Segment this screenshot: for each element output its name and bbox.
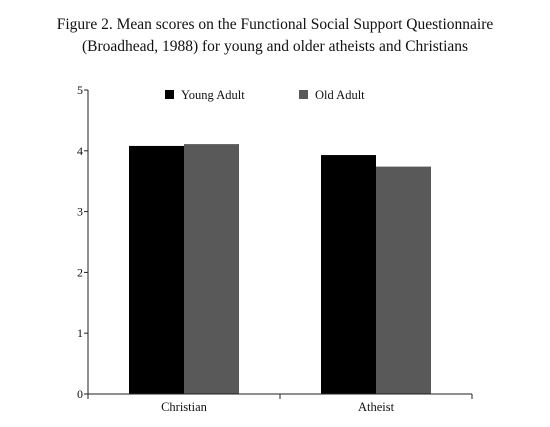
chart-title-line-1: Figure 2. Mean scores on the Functional … bbox=[56, 16, 494, 33]
chart-title-line-2: (Broadhead, 1988) for young and older at… bbox=[81, 38, 469, 55]
y-tick-label: 3 bbox=[77, 205, 83, 219]
y-tick-label: 2 bbox=[77, 265, 83, 279]
y-tick-label: 4 bbox=[77, 144, 83, 158]
y-tick-label: 1 bbox=[77, 326, 83, 340]
bar-christian-old-adult bbox=[184, 144, 239, 394]
chart-title: Figure 2. Mean scores on the Functional … bbox=[0, 14, 550, 58]
x-tick-label: Atheist bbox=[358, 400, 395, 414]
legend-swatch-young-adult bbox=[165, 90, 174, 99]
legend-swatch-old-adult bbox=[299, 90, 308, 99]
y-tick-label: 5 bbox=[77, 83, 83, 97]
bar-christian-young-adult bbox=[129, 145, 184, 394]
legend-label-old-adult: Old Adult bbox=[315, 88, 365, 102]
bar-atheist-young-adult bbox=[321, 155, 376, 394]
bar-atheist-old-adult bbox=[376, 166, 431, 394]
y-tick-label: 0 bbox=[77, 387, 83, 401]
x-tick-label: Christian bbox=[161, 400, 208, 414]
legend-label-young-adult: Young Adult bbox=[181, 88, 245, 102]
